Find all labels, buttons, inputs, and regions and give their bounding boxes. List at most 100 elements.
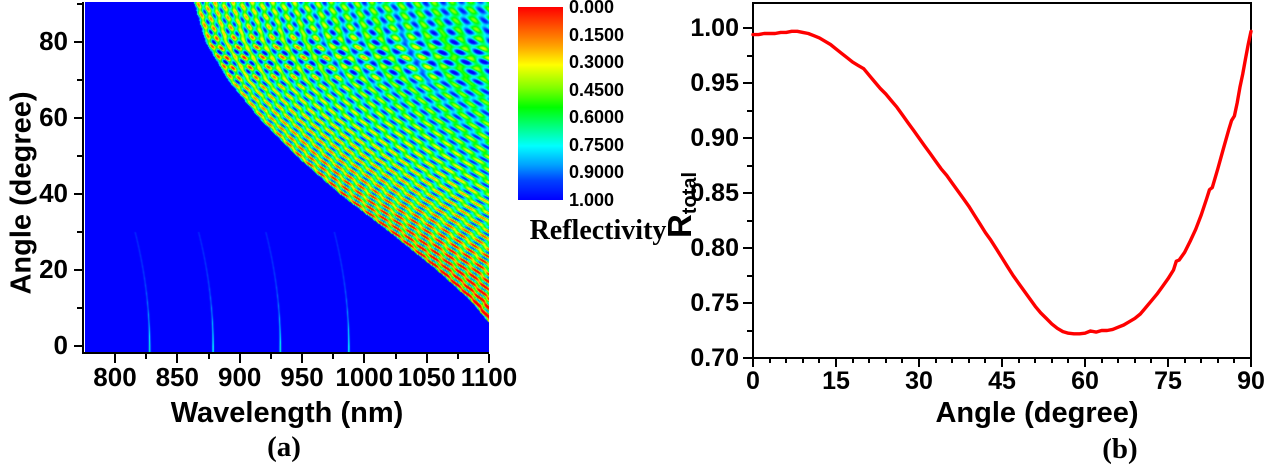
panel-a-x-tick-label: 950	[280, 362, 324, 392]
panel-a-x-axis-label: Wavelength (nm)	[170, 397, 404, 429]
panel-a-y-minor-tick	[77, 2, 82, 5]
panel-b-x-major-tick	[835, 358, 837, 367]
panel-b-y-tick-label: 0.85	[690, 179, 739, 207]
colorbar-tick-label: 0.000	[569, 0, 615, 17]
panel-b-y-tick-label: 0.95	[690, 69, 739, 97]
panel-a-x-major-tick	[488, 354, 490, 363]
panel-a-x-minor-tick	[332, 354, 335, 359]
panel-a-x-minor-tick	[145, 354, 148, 359]
panel-b-x-tick-label: 60	[1071, 367, 1099, 395]
panel-a-x-major-tick	[301, 354, 303, 363]
panel-b-x-minor-tick	[951, 358, 954, 363]
panel-b-x-minor-tick	[851, 358, 854, 363]
r-total-main: R	[661, 214, 698, 239]
panel-b-x-tick-label: 15	[822, 367, 850, 395]
panel-b-y-major-tick	[743, 27, 752, 29]
panel-a-x-tick-label: 900	[217, 362, 262, 392]
panel-a-x-tick-label: 800	[93, 362, 137, 392]
panel-b-y-minor-tick	[747, 54, 752, 57]
panel-a-y-minor-tick	[77, 154, 82, 157]
panel-b-x-minor-tick	[967, 358, 970, 363]
panel-b-y-major-tick	[743, 357, 752, 359]
panel-b-y-minor-tick	[747, 219, 752, 222]
panel-a-y-minor-tick	[77, 307, 82, 309]
panel-b-x-major-tick	[1084, 358, 1086, 367]
panel-a-x-minor-tick	[269, 354, 272, 359]
panel-b-x-tick-label: 30	[905, 367, 933, 395]
panel-a-y-tick-label: 0	[53, 330, 68, 360]
panel-b-x-minor-tick	[1150, 358, 1153, 363]
panel-b-y-tick-label: 0.75	[690, 289, 739, 317]
panel-b-x-minor-tick	[1067, 358, 1070, 363]
panel-a-x-tick-label: 1050	[397, 362, 456, 392]
colorbar-tick-label: 0.6000	[569, 107, 625, 128]
panel-b-y-minor-tick	[747, 164, 752, 167]
panel-b-x-minor-tick	[1050, 358, 1053, 363]
panel-b-y-minor-tick	[747, 109, 752, 112]
panel-b-x-minor-tick	[801, 358, 804, 363]
panel-a-y-major-tick	[74, 268, 82, 271]
panel-b-y-tick-label: 0.80	[690, 234, 739, 262]
panel-a-x-major-tick	[176, 354, 179, 363]
panel-b-x-minor-tick	[1117, 358, 1120, 363]
panel-a-y-tick-label: 60	[39, 101, 68, 132]
panel-b-x-minor-tick	[818, 358, 821, 363]
panel-b-x-minor-tick	[1183, 358, 1186, 363]
panel-b-y-tick-label: 1.00	[690, 14, 739, 42]
panel-a-y-tick-label: 80	[39, 25, 68, 56]
panel-b: Angle (degree) (b) 0 15 30 45 60 75 90 0.70 0.75…	[690, 2, 1265, 465]
panel-b-y-minor-tick	[747, 274, 752, 277]
panel-a-y-major-tick	[74, 116, 82, 119]
reflectivity-curve	[751, 29, 1253, 336]
panel-b-y-major-tick	[743, 247, 752, 249]
colorbar-tick-label: 0.7500	[569, 134, 625, 155]
colorbar-title: Reflectivity	[529, 215, 667, 246]
panel-a-y-tick-label: 40	[39, 177, 68, 208]
panel-b-x-major-tick	[1167, 358, 1169, 367]
colorbar-tick-label: 0.3000	[569, 52, 625, 73]
panel-b-line-plot	[751, 2, 1253, 359]
panel-a: Wavelength (nm) Angle (degree) (a) 800 85…	[6, 2, 517, 463]
panel-b-x-minor-tick	[1100, 358, 1103, 363]
colorbar-tick-label: 0.9000	[569, 162, 625, 183]
panel-a-x-major-tick	[425, 354, 428, 363]
panel-b-x-tick-label: 90	[1237, 367, 1265, 395]
colorbar-tick-label: 0.1500	[569, 24, 625, 45]
panel-b-y-major-tick	[743, 82, 752, 84]
panel-a-x-major-tick	[114, 354, 116, 363]
panel-b-y-tick-label: 0.70	[690, 344, 739, 372]
panel-b-x-minor-tick	[1017, 358, 1020, 363]
panel-b-x-axis-label: Angle (degree)	[935, 397, 1139, 429]
panel-b-x-minor-tick	[1216, 358, 1219, 363]
panel-b-x-minor-tick	[868, 358, 871, 363]
colorbar-tick-label: 1.000	[569, 190, 615, 210]
panel-a-y-axis	[82, 2, 84, 354]
panel-a-y-tick-label: 20	[39, 253, 68, 284]
panel-b-x-tick-label: 0	[746, 367, 760, 395]
panel-b-y-major-tick	[743, 192, 752, 194]
panel-b-caption: (b)	[1102, 433, 1138, 465]
panel-a-x-minor-tick	[394, 354, 397, 359]
panel-a-y-major-tick	[74, 40, 82, 43]
panel-b-x-major-tick	[1250, 358, 1252, 367]
panel-a-x-axis	[82, 352, 489, 354]
panel-a-y-major-tick	[74, 192, 82, 195]
panel-b-x-minor-tick	[785, 358, 788, 363]
panel-b-x-tick-label: 75	[1154, 367, 1182, 395]
panel-b-x-tick-label: 45	[988, 367, 1016, 395]
panel-b-x-minor-tick	[1133, 358, 1136, 363]
panel-b-y-minor-tick	[747, 329, 752, 332]
colorbar	[518, 7, 563, 200]
panel-b-y-major-tick	[743, 137, 752, 139]
panel-b-x-minor-tick	[768, 358, 771, 363]
panel-a-x-minor-tick	[456, 354, 459, 359]
panel-a-heatmap	[85, 2, 489, 352]
panel-a-x-minor-tick	[207, 354, 210, 359]
panel-b-x-minor-tick	[1233, 358, 1236, 363]
panel-a-x-tick-label: 850	[155, 362, 199, 392]
panel-b-y-axis-label: Rtotal	[661, 172, 701, 239]
panel-a-caption: (a)	[267, 431, 301, 463]
panel-b-x-minor-tick	[934, 358, 937, 363]
panel-b-x-major-tick	[752, 358, 754, 367]
